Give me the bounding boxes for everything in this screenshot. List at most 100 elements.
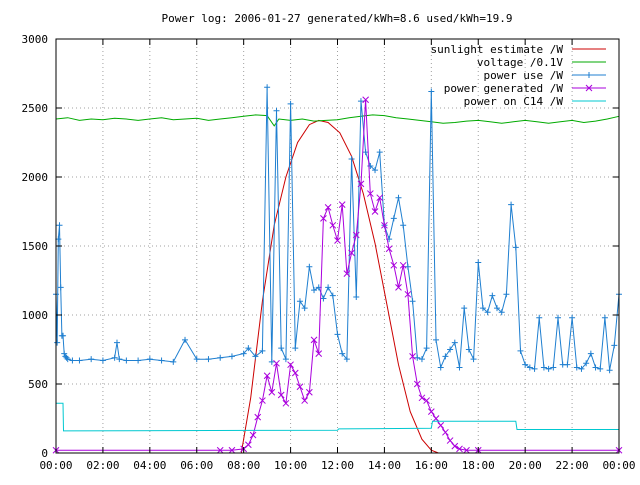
data-point (287, 361, 294, 369)
data-point (296, 383, 304, 391)
x-tick-label: 06:00 (180, 459, 213, 472)
data-point (456, 364, 463, 371)
series-group (56, 402, 619, 432)
x-tick-label: 00:00 (39, 459, 72, 472)
data-point (64, 356, 71, 363)
data-point (193, 356, 200, 363)
y-tick-label: 0 (41, 447, 48, 460)
data-point (320, 295, 327, 302)
data-point (60, 332, 67, 339)
data-point (540, 364, 547, 371)
data-point (158, 357, 165, 364)
data-point (470, 356, 477, 363)
data-point (418, 356, 425, 363)
data-point (76, 357, 83, 364)
y-tick-label: 500 (28, 378, 48, 391)
data-point (442, 353, 449, 360)
data-point (573, 364, 580, 371)
data-point (353, 294, 360, 301)
data-point (456, 445, 463, 453)
data-point (494, 305, 501, 312)
data-point (583, 360, 590, 367)
series-group (52, 96, 623, 454)
data-point (282, 399, 290, 407)
x-tick-label: 20:00 (509, 459, 542, 472)
legend-marker (585, 84, 593, 92)
data-point (338, 201, 346, 208)
data-point (352, 231, 360, 239)
data-point (413, 380, 421, 388)
data-point (254, 413, 262, 421)
data-point (57, 284, 64, 291)
data-point (334, 331, 341, 338)
data-point (536, 314, 543, 321)
data-point (432, 415, 440, 422)
data-point (329, 221, 337, 229)
data-point (324, 204, 332, 211)
legend-label: sunlight estimate /W (431, 43, 564, 56)
data-point (334, 237, 341, 244)
series-line (56, 402, 619, 432)
data-point (395, 194, 402, 201)
series-group (53, 84, 622, 374)
data-point (268, 388, 276, 396)
data-point (263, 372, 271, 380)
y-tick-label: 2500 (22, 102, 49, 115)
data-point (451, 442, 459, 450)
data-point (357, 98, 364, 105)
data-point (442, 428, 449, 436)
data-point (61, 350, 68, 357)
data-point (550, 364, 557, 371)
x-tick-label: 14:00 (368, 459, 401, 472)
data-point (329, 292, 336, 299)
data-point (526, 364, 533, 371)
data-point (418, 394, 426, 402)
data-point (428, 88, 435, 95)
data-point (301, 305, 308, 312)
x-tick-label: 22:00 (556, 459, 589, 472)
data-point (489, 292, 496, 299)
data-point (113, 339, 120, 346)
data-point (423, 345, 430, 352)
data-point (611, 342, 618, 349)
data-point (484, 309, 491, 316)
series-group (56, 119, 619, 454)
y-tick-label: 1000 (22, 309, 49, 322)
data-point (182, 336, 189, 343)
x-tick-label: 18:00 (462, 459, 495, 472)
data-point (343, 270, 351, 277)
data-point (88, 356, 95, 363)
x-tick-label: 12:00 (321, 459, 354, 472)
data-point (446, 437, 454, 444)
grid (56, 39, 619, 453)
data-point (437, 422, 445, 429)
data-point (362, 96, 370, 104)
x-tick-label: 04:00 (133, 459, 166, 472)
x-tick-label: 02:00 (86, 459, 119, 472)
data-point (447, 346, 454, 353)
y-tick-label: 3000 (22, 33, 49, 46)
legend-label: power use /W (484, 69, 564, 82)
data-point (564, 361, 571, 368)
data-point (427, 408, 435, 415)
data-point (409, 353, 416, 360)
data-point (273, 359, 280, 367)
legend-label: voltage /0.1V (477, 56, 563, 69)
data-point (390, 261, 398, 269)
data-point (339, 350, 346, 357)
data-point (291, 369, 299, 377)
data-point (451, 339, 458, 346)
data-point (522, 361, 529, 368)
data-point (320, 215, 327, 222)
data-point (170, 358, 177, 365)
y-tick-label: 2000 (22, 171, 49, 184)
data-point (264, 84, 271, 91)
data-point (461, 305, 468, 312)
data-point (348, 156, 355, 163)
legend-label: power on C14 /W (464, 95, 564, 108)
data-point (252, 353, 259, 360)
data-point (498, 309, 505, 316)
data-point (245, 441, 252, 449)
